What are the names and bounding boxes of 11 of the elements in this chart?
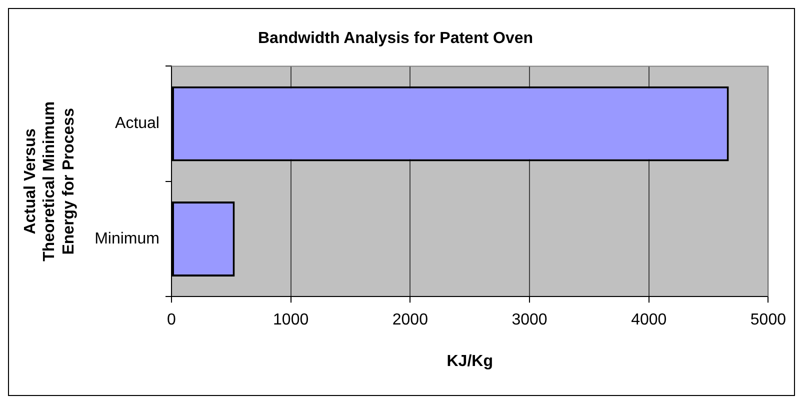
y-tick-label: Minimum bbox=[94, 230, 160, 248]
x-tick-label: 2000 bbox=[392, 312, 428, 329]
y-axis-title: Actual Versus Theoretical Minimum Energy for Process bbox=[22, 101, 78, 262]
x-tick-label: 1000 bbox=[273, 312, 309, 329]
y-tick-label: Actual bbox=[115, 115, 160, 132]
x-tick-label: 4000 bbox=[631, 312, 667, 329]
chart-title: Bandwidth Analysis for Patent Oven bbox=[258, 30, 534, 48]
x-tick-label: 0 bbox=[167, 312, 176, 329]
x-tick-label: 3000 bbox=[512, 312, 548, 329]
x-tick-label: 5000 bbox=[750, 312, 786, 329]
x-axis-title: KJ/Kg bbox=[446, 352, 493, 370]
